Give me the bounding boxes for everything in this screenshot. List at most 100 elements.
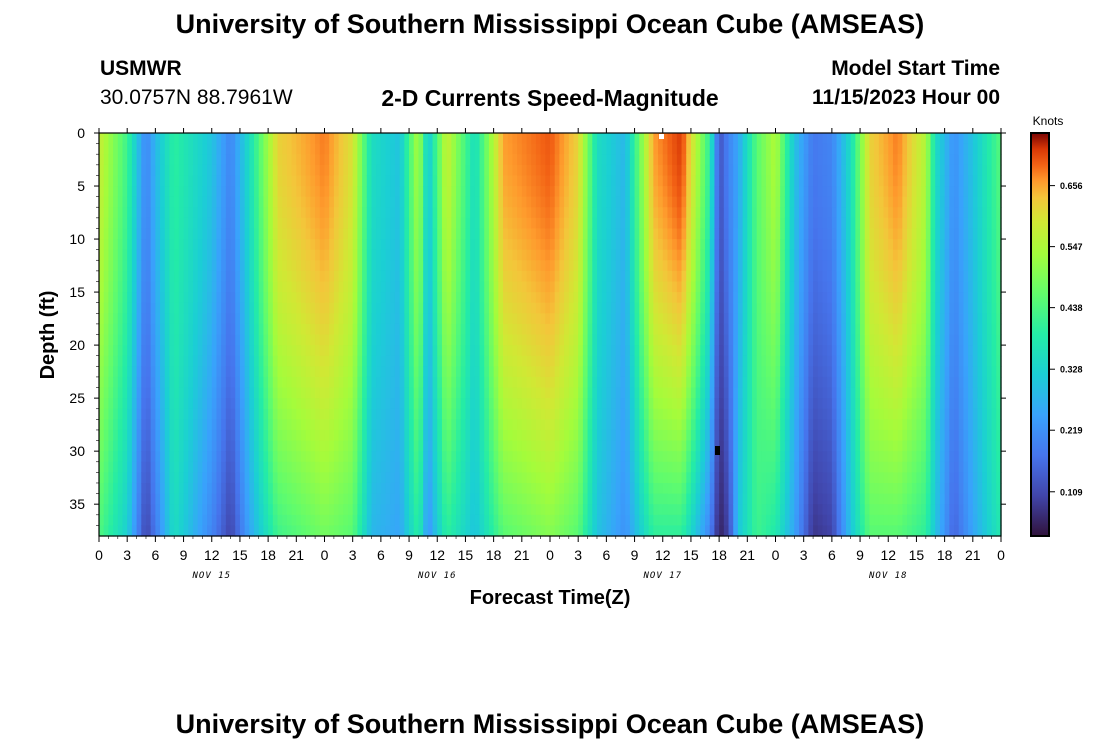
heatmap-cell xyxy=(432,175,438,187)
heatmap-cell xyxy=(394,429,401,442)
heatmap-cell xyxy=(672,217,678,230)
heatmap-cell xyxy=(319,143,326,155)
heatmap-cell xyxy=(517,281,523,293)
heatmap-cell xyxy=(244,249,250,261)
heatmap-cell xyxy=(540,217,546,230)
heatmap-cell xyxy=(362,429,368,442)
heatmap-cell xyxy=(160,207,166,219)
heatmap-cell xyxy=(493,429,499,442)
heatmap-cell xyxy=(366,345,373,357)
heatmap-cell xyxy=(456,345,462,357)
heatmap-cell xyxy=(249,355,255,367)
heatmap-cell xyxy=(700,292,706,304)
heatmap-cell xyxy=(596,313,603,325)
heatmap-cell xyxy=(441,429,448,442)
heatmap-cell xyxy=(672,281,678,293)
heatmap-cell xyxy=(446,493,452,505)
heatmap-cell xyxy=(286,504,293,516)
heatmap-cell xyxy=(103,292,109,304)
heatmap-cell xyxy=(601,260,607,272)
heatmap-cell xyxy=(268,313,274,325)
heatmap-cell xyxy=(277,472,283,484)
heatmap-cell xyxy=(155,313,161,325)
heatmap-cell xyxy=(695,186,701,198)
heatmap-cell xyxy=(207,419,213,431)
heatmap-cell xyxy=(221,387,227,399)
heatmap-cell xyxy=(413,292,420,304)
heatmap-cell xyxy=(620,355,626,367)
heatmap-cell xyxy=(221,355,227,367)
heatmap-cell xyxy=(169,260,175,272)
heatmap-cell xyxy=(211,292,218,304)
heatmap-cell xyxy=(545,313,551,325)
heatmap-cell xyxy=(667,387,673,399)
heatmap-cell xyxy=(507,334,514,346)
heatmap-cell xyxy=(230,408,236,420)
heatmap-cell xyxy=(587,207,593,219)
heatmap-cell xyxy=(503,398,509,410)
heatmap-cell xyxy=(286,408,293,420)
heatmap-cell xyxy=(362,196,368,208)
heatmap-cell xyxy=(526,493,532,505)
heatmap-cell xyxy=(709,419,716,431)
heatmap-cell xyxy=(427,387,434,399)
heatmap-cell xyxy=(150,313,156,325)
heatmap-cell xyxy=(352,207,358,219)
heatmap-cell xyxy=(582,398,589,410)
heatmap-cell xyxy=(183,164,189,177)
heatmap-cell xyxy=(409,228,415,240)
heatmap-cell xyxy=(554,164,560,177)
heatmap-cell xyxy=(503,164,509,177)
heatmap-cell xyxy=(155,281,161,293)
heatmap-cell xyxy=(404,366,410,378)
heatmap-cell xyxy=(512,281,518,293)
heatmap-cell xyxy=(484,504,490,516)
heatmap-cell xyxy=(554,323,560,336)
heatmap-cell xyxy=(437,334,443,346)
heatmap-cell xyxy=(648,217,654,230)
heatmap-cell xyxy=(681,313,687,325)
heatmap-cell xyxy=(700,154,706,166)
heatmap-cell xyxy=(192,398,199,410)
heatmap-cell xyxy=(394,313,401,325)
heatmap-cell xyxy=(507,451,514,463)
heatmap-cell xyxy=(446,186,452,198)
heatmap-cell xyxy=(122,345,128,357)
heatmap-cell xyxy=(385,133,391,145)
heatmap-cell xyxy=(305,429,312,442)
heatmap-cell xyxy=(277,345,283,357)
heatmap-cell xyxy=(573,249,579,261)
heatmap-cell xyxy=(573,376,579,389)
heatmap-cell xyxy=(282,292,288,304)
heatmap-cell xyxy=(169,482,175,495)
heatmap-cell xyxy=(526,270,532,283)
heatmap-cell xyxy=(535,334,542,346)
heatmap-cell xyxy=(108,143,114,155)
heatmap-cell xyxy=(136,514,142,526)
heatmap-cell xyxy=(169,504,175,516)
heatmap-cell xyxy=(183,196,189,208)
heatmap-cell xyxy=(479,154,485,166)
heatmap-cell xyxy=(625,355,631,367)
heatmap-cell xyxy=(188,249,194,261)
heatmap-cell xyxy=(333,376,340,389)
heatmap-cell xyxy=(197,207,203,219)
heatmap-cell xyxy=(315,366,321,378)
heatmap-cell xyxy=(338,292,344,304)
heatmap-cell xyxy=(343,292,349,304)
heatmap-cell xyxy=(127,419,133,431)
heatmap-cell xyxy=(301,419,307,431)
heatmap-cell xyxy=(451,313,457,325)
heatmap-cell xyxy=(709,323,716,336)
heatmap-cell xyxy=(653,504,659,516)
heatmap-cell xyxy=(592,482,598,495)
heatmap-cell xyxy=(305,525,312,537)
heatmap-cell xyxy=(239,207,246,219)
heatmap-cell xyxy=(503,429,509,442)
heatmap-cell xyxy=(540,143,546,155)
heatmap-cell xyxy=(113,493,119,505)
heatmap-cell xyxy=(329,472,335,484)
heatmap-cell xyxy=(625,302,631,314)
heatmap-cell xyxy=(211,323,218,336)
heatmap-cell xyxy=(441,482,448,495)
